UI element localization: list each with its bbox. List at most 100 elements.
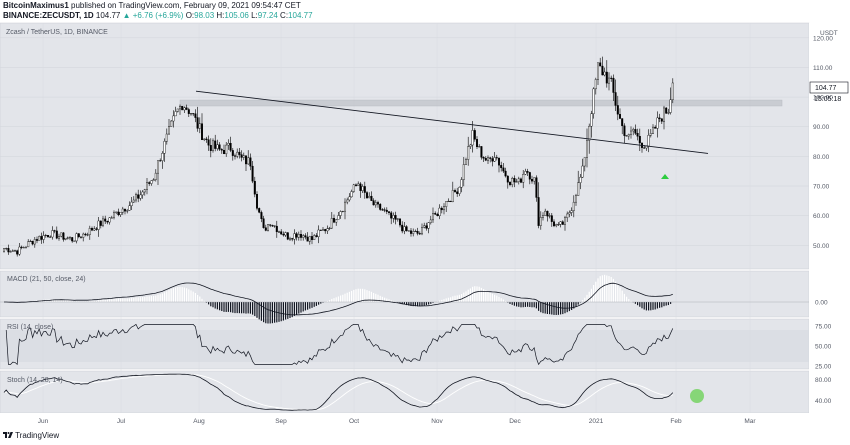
candle-body	[451, 190, 454, 203]
candle-body	[214, 140, 217, 149]
candle-body	[132, 199, 135, 203]
candle-body	[577, 182, 580, 196]
price-tick-label: 110.00	[813, 65, 833, 72]
tradingview-logo-icon	[3, 432, 13, 438]
time-tick-label: 2021	[589, 418, 604, 425]
candle-body	[139, 194, 142, 199]
candle-body	[278, 231, 281, 233]
candle-body	[337, 215, 340, 220]
candle-body	[249, 157, 252, 167]
candle-body	[231, 150, 234, 156]
candle-body	[467, 146, 470, 160]
candle-body	[51, 230, 54, 238]
candle-body	[251, 165, 254, 182]
ohlc-l-label: L:	[251, 11, 258, 20]
rsi-legend[interactable]: RSI (14, close)	[7, 324, 53, 331]
price-tick-label: 100.00	[813, 95, 833, 102]
candle-body	[418, 233, 421, 235]
candle-body	[548, 215, 551, 217]
candle-body	[403, 226, 406, 232]
candle-body	[374, 202, 377, 206]
candle-body	[555, 224, 558, 227]
resistance-zone-band	[179, 99, 783, 107]
candle-body	[612, 77, 615, 93]
candle-body	[572, 201, 575, 211]
candle-body	[293, 233, 296, 240]
candle-body	[58, 236, 61, 239]
candle-body	[18, 246, 21, 255]
candle-body	[16, 250, 19, 255]
candle-body	[346, 199, 349, 203]
candle-body	[377, 202, 380, 205]
candle-body	[112, 212, 115, 218]
ohlc-h-label: H:	[216, 11, 225, 20]
candle-body	[462, 164, 465, 180]
candle-body	[383, 209, 386, 211]
candle-body	[156, 160, 159, 174]
candle-body	[390, 212, 393, 219]
candle-body	[20, 246, 23, 248]
candle-body	[154, 172, 157, 180]
candle-body	[627, 134, 630, 137]
price-tick-label: 80.00	[813, 154, 830, 161]
candle-body	[480, 146, 483, 158]
publish-info: published on TradingView.com, February 0…	[68, 1, 301, 10]
candle-body	[189, 113, 192, 115]
candle-body	[205, 138, 208, 140]
candle-body	[436, 214, 439, 217]
candle-body	[359, 183, 362, 191]
candle-body	[423, 225, 426, 228]
price-badge-box	[809, 81, 849, 94]
candle-body	[385, 209, 388, 212]
candle-body	[564, 217, 567, 225]
candle-body	[348, 196, 351, 201]
stoch-legend[interactable]: Stoch (14, 28, 14)	[7, 377, 63, 384]
candle-body	[557, 224, 560, 226]
candle-body	[326, 228, 329, 232]
candle-body	[368, 195, 371, 199]
candle-body	[553, 221, 556, 227]
price-tick-label: 90.00	[813, 124, 830, 131]
candle-body	[273, 225, 276, 227]
ohlc-l-value: 97.24	[257, 11, 278, 20]
ohlc-h-value: 105.06	[224, 11, 249, 20]
candle-body	[447, 200, 450, 202]
candle-body	[289, 238, 292, 240]
candle-body	[493, 157, 496, 162]
candle-body	[5, 248, 8, 250]
candle-body	[449, 200, 452, 203]
green-triangle-marker	[661, 174, 669, 179]
candle-body	[106, 221, 109, 223]
candle-body	[225, 144, 228, 155]
resistance-zone	[179, 99, 783, 107]
candle-body	[443, 206, 446, 211]
candle-body	[363, 186, 366, 193]
candle-body	[159, 160, 162, 162]
time-tick-label: Mar	[744, 418, 756, 425]
candle-body	[621, 118, 624, 127]
candle-body	[209, 145, 212, 151]
candle-body	[495, 157, 498, 159]
candle-body	[233, 155, 236, 157]
candle-body	[308, 236, 311, 242]
candle-body	[542, 215, 545, 218]
main-legend[interactable]: Zcash / TetherUS, 1D, BINANCE	[6, 29, 108, 36]
candle-body	[284, 232, 287, 236]
macd-legend[interactable]: MACD (21, 50, close, 24)	[7, 276, 86, 283]
candle-body	[504, 170, 507, 177]
candle-body	[643, 147, 646, 149]
tradingview-logo[interactable]: TradingView	[3, 431, 59, 440]
price-tick-label: 120.00	[813, 35, 833, 42]
candle-body	[238, 151, 241, 155]
candle-body	[438, 207, 441, 217]
candle-body	[25, 246, 28, 248]
candle-body	[588, 125, 591, 141]
symbol-name[interactable]: BINANCE:ZECUSDT, 1D	[3, 11, 94, 20]
candle-body	[134, 194, 137, 201]
candle-body	[445, 201, 448, 207]
author-name[interactable]: BitcoinMaximus1	[3, 1, 69, 10]
time-tick-label: Jun	[38, 418, 49, 425]
candle-body	[623, 125, 626, 136]
macd-line	[4, 282, 673, 316]
